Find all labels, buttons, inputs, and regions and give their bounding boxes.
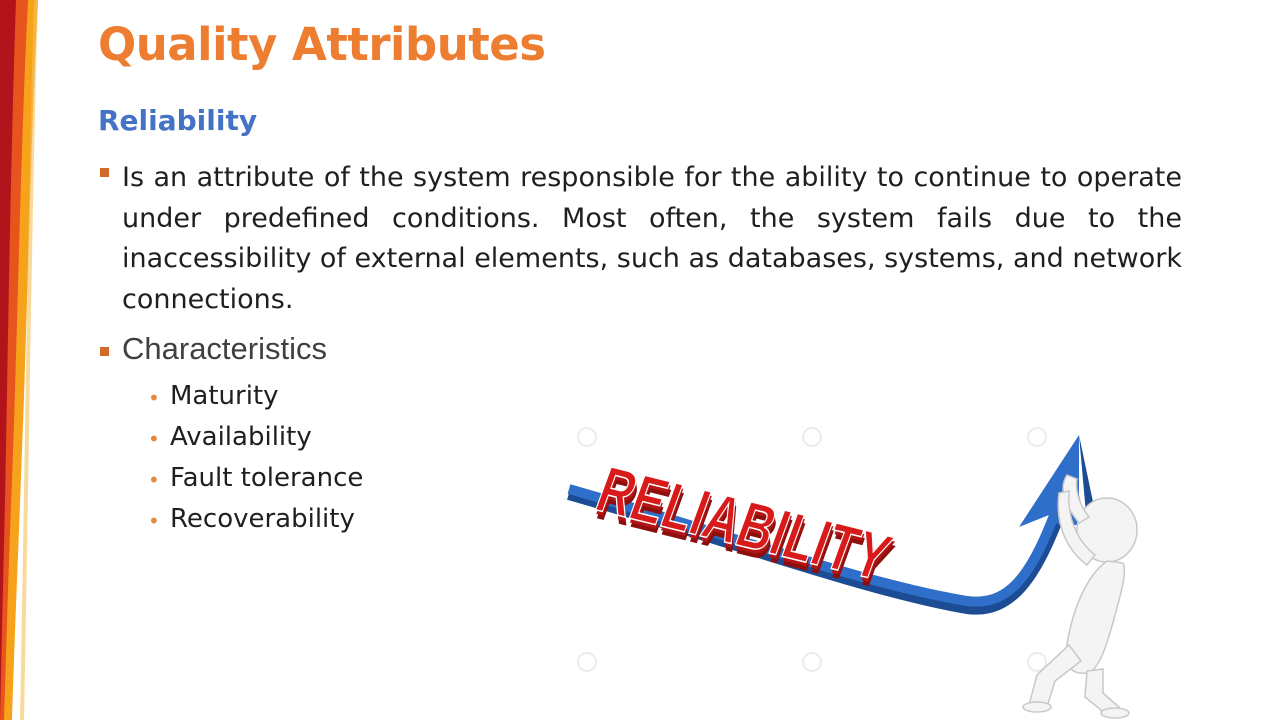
square-bullet-icon — [100, 168, 109, 177]
characteristic-label: Availability — [170, 422, 312, 452]
bullet-definition: Is an attribute of the system responsibl… — [100, 158, 1182, 320]
dot-bullet-icon: • — [148, 509, 160, 533]
person-pushing-arrow-icon: RELIABILITY RELIABILITY RELIABILITY — [567, 427, 1138, 719]
left-decoration-stripe — [0, 0, 38, 720]
list-item: • Recoverability — [146, 499, 363, 540]
characteristic-label: Fault tolerance — [170, 463, 364, 493]
characteristic-label: Recoverability — [170, 504, 355, 534]
dot-bullet-icon: • — [148, 386, 160, 410]
section-subtitle: Reliability — [98, 104, 258, 137]
definition-text: Is an attribute of the system responsibl… — [122, 162, 1182, 315]
slide-title: Quality Attributes — [98, 18, 546, 71]
characteristics-list: • Maturity • Availability • Fault tolerance… — [146, 376, 363, 540]
list-item: • Availability — [146, 417, 363, 458]
characteristics-heading: Characteristics — [122, 331, 327, 366]
characteristic-label: Maturity — [170, 381, 279, 411]
dot-bullet-icon: • — [148, 468, 160, 492]
dot-bullet-icon: • — [148, 427, 160, 451]
square-bullet-icon — [100, 347, 109, 356]
svg-text:RELIABILITY: RELIABILITY — [587, 453, 900, 594]
list-item: • Maturity — [146, 376, 363, 417]
bullet-characteristics: Characteristics — [100, 331, 327, 367]
list-item: • Fault tolerance — [146, 458, 363, 499]
